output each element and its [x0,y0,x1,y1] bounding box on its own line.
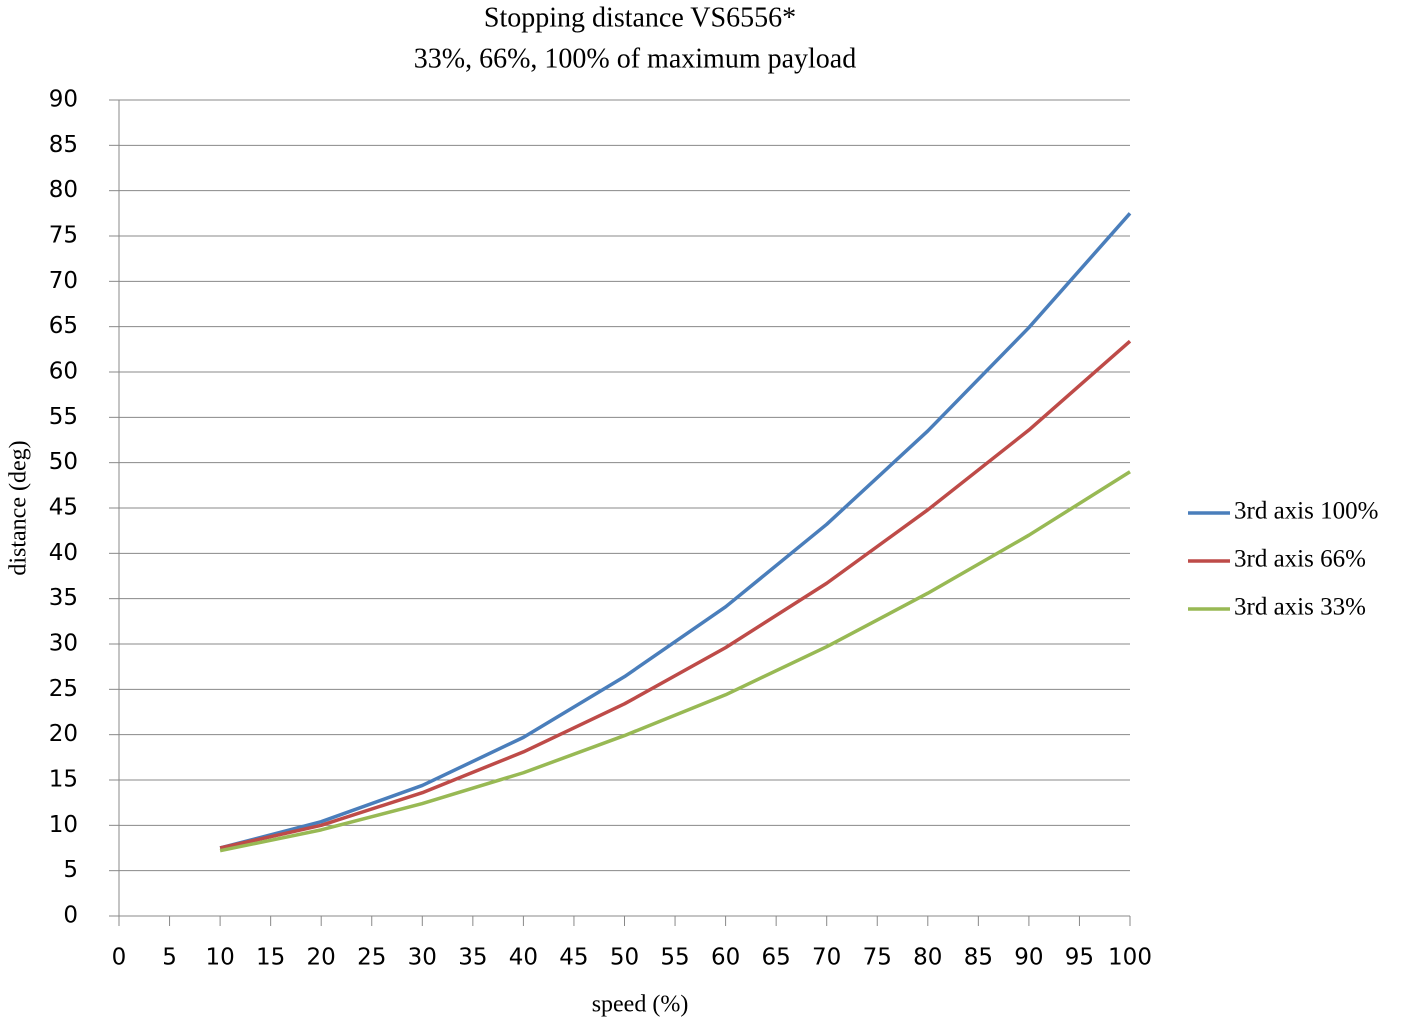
x-tick-label: 30 [408,945,437,971]
x-tick-label: 40 [509,945,538,971]
x-tick-label: 20 [307,945,336,971]
x-tick-label: 100 [1108,945,1152,971]
x-tick-label: 90 [1014,945,1043,971]
x-tick-label: 50 [610,945,639,971]
x-tick-label: 45 [559,945,588,971]
x-tick-label: 25 [357,945,386,971]
y-tick-label: 75 [49,223,78,249]
x-tick-label: 60 [711,945,740,971]
legend-label: 3rd axis 33% [1234,594,1366,621]
y-axis-label: distance (deg) [6,440,32,575]
x-tick-label: 35 [458,945,487,971]
x-tick-label: 75 [863,945,892,971]
y-tick-label: 45 [49,495,78,521]
x-tick-label: 0 [112,945,127,971]
y-tick-label: 70 [49,268,78,294]
y-tick-label: 55 [49,404,78,430]
y-tick-label: 15 [49,767,78,793]
y-tick-label: 10 [49,812,78,838]
y-tick-label: 85 [49,132,78,158]
legend-label: 3rd axis 100% [1234,498,1378,525]
y-tick-label: 65 [49,313,78,339]
y-tick-label: 25 [49,676,78,702]
y-tick-label: 30 [49,631,78,657]
data-line [219,470,1131,853]
data-line [219,339,1132,850]
x-tick-label: 95 [1065,945,1094,971]
x-tick-label: 10 [205,945,234,971]
chart-subtitle: 33%, 66%, 100% of maximum payload [414,43,856,74]
y-tick-label: 50 [49,449,78,475]
chart-title: Stopping distance VS6556* [484,2,796,33]
legend-label: 3rd axis 66% [1234,546,1366,573]
x-tick-label: 70 [812,945,841,971]
y-tick-label: 80 [49,177,78,203]
y-tick-label: 40 [49,540,78,566]
y-tick-label: 60 [49,359,78,385]
y-tick-label: 5 [63,857,78,883]
x-tick-label: 65 [762,945,791,971]
data-line [219,212,1132,850]
y-tick-label: 0 [63,903,78,929]
x-tick-label: 55 [660,945,689,971]
x-axis-label: speed (%) [592,992,689,1018]
x-tick-label: 80 [913,945,942,971]
x-tick-label: 15 [256,945,285,971]
y-tick-label: 20 [49,721,78,747]
x-tick-label: 5 [162,945,177,971]
x-tick-label: 85 [964,945,993,971]
y-tick-label: 35 [49,585,78,611]
y-tick-label: 90 [49,87,78,113]
